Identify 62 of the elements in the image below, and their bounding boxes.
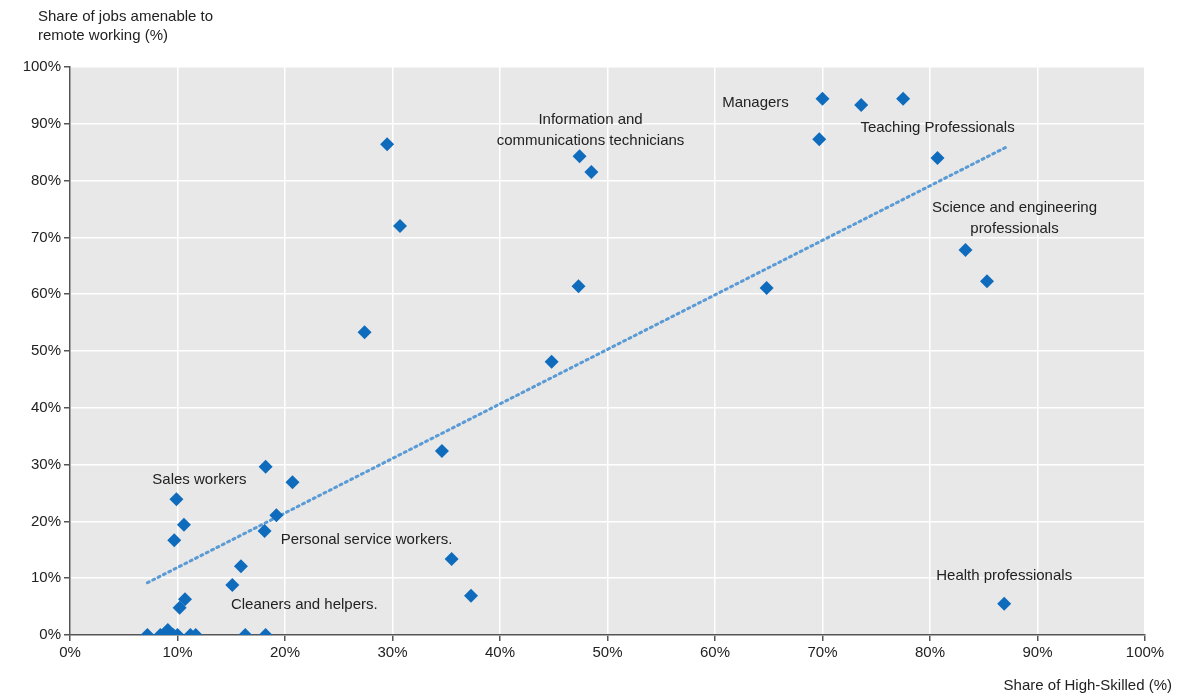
x-tick-label: 40% bbox=[484, 643, 516, 661]
point bbox=[815, 91, 830, 106]
x-tick-label: 20% bbox=[269, 643, 301, 661]
y-axis-title: Share of jobs amenable to remote working (%) bbox=[38, 6, 215, 44]
x-tick-label: 80% bbox=[914, 643, 946, 661]
y-tick-label: 70% bbox=[30, 227, 61, 245]
annotation: Science and engineering professionals bbox=[931, 197, 1098, 236]
point bbox=[759, 280, 774, 295]
y-tick-label: 50% bbox=[30, 341, 61, 359]
point bbox=[572, 149, 587, 164]
point bbox=[258, 459, 273, 474]
point bbox=[380, 137, 395, 152]
x-tick-label: 10% bbox=[162, 643, 193, 661]
y-tick-label: 0% bbox=[39, 625, 61, 643]
annotation: Personal service workers. bbox=[280, 530, 453, 548]
annotation: Managers bbox=[722, 92, 789, 110]
point bbox=[393, 219, 408, 234]
point bbox=[169, 492, 184, 507]
point bbox=[444, 551, 459, 566]
x-tick-label: 60% bbox=[699, 643, 731, 661]
x-tick-label: 50% bbox=[592, 643, 623, 661]
point bbox=[584, 165, 599, 180]
y-tick-label: 20% bbox=[30, 511, 61, 529]
y-tick-label: 10% bbox=[30, 568, 61, 586]
x-tick-label: 30% bbox=[377, 643, 408, 661]
point bbox=[544, 354, 559, 369]
point bbox=[172, 600, 187, 615]
point bbox=[854, 98, 869, 113]
point bbox=[178, 592, 193, 607]
x-tick-label: 0% bbox=[59, 643, 81, 661]
annotation: Teaching Professionals bbox=[860, 118, 1015, 136]
point bbox=[571, 279, 586, 294]
point bbox=[979, 274, 994, 289]
y-tick-label: 100% bbox=[22, 57, 61, 75]
point bbox=[233, 559, 248, 574]
y-tick-label: 30% bbox=[30, 454, 61, 472]
point bbox=[997, 596, 1012, 611]
y-tick-label: 80% bbox=[30, 170, 61, 188]
x-axis-title: Share of High-Skilled (%) bbox=[1003, 676, 1172, 693]
point bbox=[167, 533, 182, 548]
point bbox=[285, 475, 300, 490]
point bbox=[812, 132, 827, 147]
point bbox=[958, 242, 973, 257]
annotation: Health professionals bbox=[936, 565, 1073, 583]
y-tick-label: 40% bbox=[30, 397, 61, 415]
point bbox=[434, 443, 449, 458]
y-tick-label: 60% bbox=[30, 284, 61, 302]
x-tick-label: 90% bbox=[1022, 643, 1053, 661]
point bbox=[269, 508, 284, 523]
point bbox=[930, 150, 945, 165]
point bbox=[357, 325, 372, 340]
x-tick-label: 70% bbox=[807, 643, 838, 661]
y-tick-label: 90% bbox=[30, 113, 61, 131]
x-tick-label: 100% bbox=[1125, 643, 1165, 661]
point bbox=[463, 588, 478, 603]
point bbox=[896, 91, 911, 106]
annotation: Sales workers bbox=[152, 470, 247, 488]
point bbox=[257, 524, 272, 539]
annotation: Cleaners and helpers. bbox=[230, 595, 378, 613]
annotation: Information and communications technicians bbox=[496, 109, 685, 148]
point bbox=[225, 578, 240, 593]
point bbox=[176, 517, 191, 532]
